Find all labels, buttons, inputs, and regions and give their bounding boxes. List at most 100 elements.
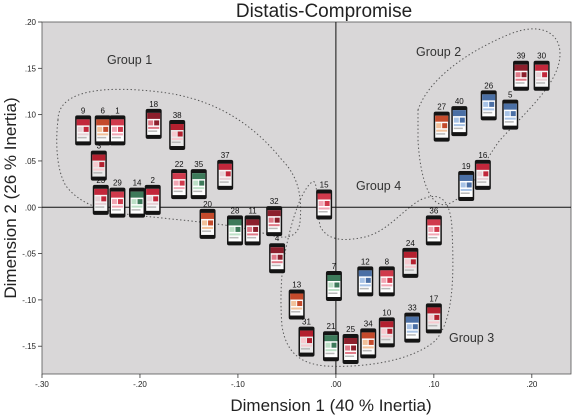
- screen-tile: [387, 277, 393, 283]
- screen-tile: [351, 345, 357, 351]
- screen-banner: [535, 64, 549, 71]
- screen-row: [515, 78, 527, 81]
- screen-row: [111, 205, 123, 208]
- app-screenshot-point: 35: [190, 160, 207, 200]
- screen-row: [359, 287, 369, 290]
- screen-tile: [345, 345, 351, 351]
- screen-row: [318, 207, 330, 210]
- screen-row: [504, 121, 514, 123]
- app-screenshot-point: 17: [425, 294, 442, 334]
- screen-tile: [154, 120, 160, 126]
- screen-tile: [131, 199, 137, 205]
- app-screenshot-point: 32: [266, 197, 283, 237]
- app-screenshot-point: 30: [533, 52, 550, 91]
- screen-banner: [92, 154, 106, 161]
- point-label: 27: [437, 103, 446, 112]
- app-screenshot-point: 22: [171, 160, 188, 200]
- screen-banner: [246, 219, 260, 226]
- screen-tile: [301, 338, 306, 344]
- screen-tile: [247, 226, 253, 232]
- point-label: 39: [517, 52, 526, 61]
- screen-tile: [253, 226, 259, 232]
- screen-row: [453, 127, 463, 130]
- y-tick-label: .20: [25, 18, 37, 27]
- screen-banner: [380, 270, 394, 277]
- screen-tile: [536, 72, 542, 78]
- screen-tile: [334, 282, 340, 288]
- screen-row: [97, 133, 109, 136]
- point-label: 3: [97, 142, 102, 151]
- screen-row: [453, 124, 465, 127]
- app-screenshot-point: 9: [75, 106, 92, 146]
- screen-row: [483, 108, 495, 111]
- screen-tile: [235, 226, 241, 232]
- screen-tile: [219, 171, 225, 177]
- screen-row: [436, 133, 446, 135]
- screen-row: [483, 111, 493, 114]
- screen-banner: [228, 219, 242, 226]
- screen-row: [345, 355, 355, 357]
- screen-tile: [171, 131, 177, 137]
- screen-banner: [427, 307, 441, 314]
- point-label: 1: [115, 106, 120, 115]
- app-screenshot-point: 39: [513, 52, 530, 91]
- y-tick-label: -.10: [22, 296, 36, 305]
- group-4-label: Group 4: [356, 179, 401, 193]
- y-tick-label: .05: [25, 157, 37, 166]
- screen-row: [362, 349, 372, 352]
- screen-banner: [380, 321, 394, 328]
- screen-tile: [381, 277, 387, 283]
- screen-banner: [452, 110, 466, 117]
- point-label: 40: [455, 97, 464, 106]
- point-label: 12: [361, 257, 370, 266]
- app-screenshot-point: 8: [378, 257, 395, 297]
- point-label: 19: [462, 162, 471, 171]
- point-label: 36: [429, 206, 438, 215]
- screen-tile: [229, 226, 235, 232]
- screen-tile: [153, 196, 159, 202]
- screen-banner: [94, 188, 108, 195]
- screen-banner: [201, 212, 215, 219]
- screen-banner: [110, 191, 124, 198]
- app-screenshot-point: 34: [360, 319, 377, 359]
- app-screenshot-point: 6: [94, 106, 111, 146]
- x-tick-label: .20: [526, 380, 538, 389]
- x-tick-label: -.10: [231, 380, 245, 389]
- screen-tile: [324, 200, 330, 206]
- screen-row: [247, 233, 259, 236]
- screen-tile: [466, 182, 472, 188]
- screen-tile: [365, 277, 371, 283]
- screen-tile: [97, 126, 103, 132]
- screen-row: [328, 289, 340, 291]
- app-screenshot-point: 29: [109, 179, 126, 218]
- screen-row: [111, 133, 123, 136]
- screen-banner: [514, 64, 528, 71]
- chart-title: Distatis-Compromise: [236, 1, 412, 22]
- screen-tile: [434, 314, 440, 320]
- screen-banner: [324, 335, 338, 342]
- screen-tile: [274, 217, 280, 223]
- group-2-label: Group 2: [416, 45, 461, 59]
- screen-banner: [170, 124, 184, 131]
- point-label: 13: [292, 281, 301, 290]
- screen-banner: [344, 337, 358, 344]
- screen-tile: [271, 254, 277, 260]
- screen-row: [477, 177, 489, 180]
- screen-tile: [202, 220, 208, 226]
- app-screenshot-point: 31: [298, 318, 315, 357]
- x-axis-label: Dimension 1 (40 % Inertia): [230, 396, 431, 415]
- app-screenshot-point: 12: [357, 257, 374, 297]
- group-1-label: Group 1: [107, 53, 152, 67]
- screen-tile: [515, 72, 521, 78]
- screen-row: [428, 236, 438, 239]
- screen-row: [536, 78, 548, 81]
- screen-tile: [410, 259, 416, 265]
- app-screenshot-point: 16: [474, 151, 491, 190]
- screen-tile: [504, 111, 510, 117]
- screen-tile: [101, 196, 107, 202]
- app-screenshot-point: 26: [480, 81, 497, 121]
- screen-row: [404, 265, 416, 268]
- point-label: 25: [346, 325, 355, 334]
- app-screenshot-point: 5: [502, 91, 519, 130]
- point-label: 11: [248, 206, 257, 215]
